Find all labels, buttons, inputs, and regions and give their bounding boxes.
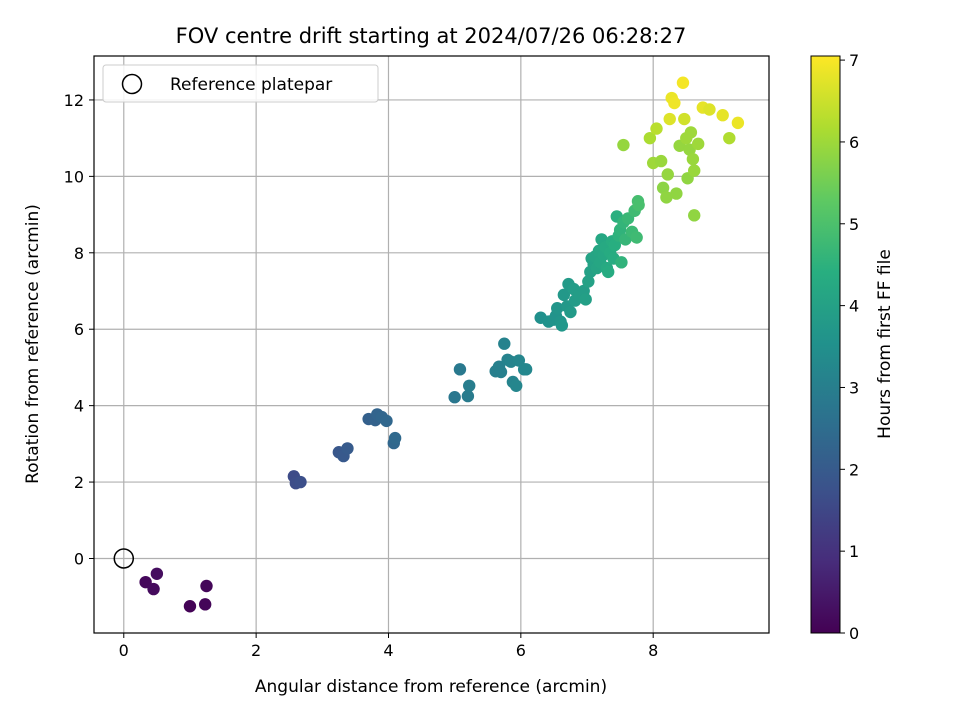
x-tick-label: 4 <box>383 641 393 660</box>
data-point <box>643 131 657 145</box>
colorbar-tick-label: 4 <box>849 297 859 316</box>
data-point <box>461 389 475 403</box>
data-point <box>147 582 160 596</box>
chart-title: FOV centre drift starting at 2024/07/26 … <box>176 24 687 48</box>
data-point <box>380 414 393 428</box>
legend: Reference platepar <box>102 64 379 103</box>
y-axis-ticks: 0 2 4 6 8 10 12 <box>64 91 94 568</box>
data-point <box>582 275 595 288</box>
data-point <box>448 391 461 404</box>
legend-entry-reference-platepar: Reference platepar <box>170 75 332 95</box>
x-axis-label: Angular distance from reference (arcmin) <box>255 677 607 697</box>
data-point <box>668 96 681 110</box>
data-point <box>654 154 668 168</box>
colorbar-tick-label: 0 <box>849 624 859 643</box>
y-tick-label: 10 <box>64 167 84 186</box>
colorbar-tick-label: 2 <box>849 460 859 479</box>
data-point <box>551 301 564 315</box>
data-point <box>688 164 701 177</box>
y-tick-label: 4 <box>74 397 84 416</box>
colorbar-label: Hours from first FF file <box>875 249 895 439</box>
data-point <box>601 265 615 279</box>
data-point <box>617 138 630 152</box>
colorbar-tick-label: 5 <box>849 215 859 234</box>
x-tick-label: 8 <box>648 641 658 660</box>
data-point <box>200 579 213 593</box>
data-point <box>555 319 569 332</box>
data-point <box>650 122 663 135</box>
plot-frame <box>93 55 770 634</box>
data-point <box>294 475 307 489</box>
x-tick-label: 2 <box>251 641 261 660</box>
x-tick-label: 0 <box>119 641 129 660</box>
data-point <box>703 103 716 116</box>
data-point <box>510 379 523 392</box>
data-point <box>632 198 645 212</box>
data-point <box>463 379 476 392</box>
legend-marker <box>121 73 143 95</box>
colorbar-tick-label: 6 <box>849 133 859 152</box>
x-axis-ticks: 0 2 4 6 8 <box>119 633 658 660</box>
colorbar-tick-label: 1 <box>849 542 859 561</box>
y-tick-label: 12 <box>64 91 84 110</box>
data-point <box>688 209 701 222</box>
data-point <box>691 137 705 151</box>
reference-platepar-marker <box>113 548 135 569</box>
data-point <box>656 181 670 195</box>
colorbar-ticks: 0 1 2 3 4 5 6 7 <box>840 51 859 643</box>
y-tick-label: 6 <box>74 320 84 339</box>
data-point <box>183 600 197 613</box>
data-point <box>731 116 745 130</box>
data-point <box>564 305 577 319</box>
x-tick-label: 6 <box>516 641 526 660</box>
data-point <box>198 598 212 611</box>
data-point <box>453 363 467 376</box>
data-point <box>670 187 683 200</box>
colorbar <box>810 55 841 634</box>
data-point <box>150 567 164 580</box>
data-point <box>716 109 729 122</box>
data-point <box>615 256 628 269</box>
data-point <box>498 337 511 350</box>
grid-lines <box>94 56 769 633</box>
data-point <box>388 431 402 445</box>
data-point <box>678 112 691 126</box>
data-point <box>663 112 676 126</box>
y-axis-label: Rotation from reference (arcmin) <box>23 204 43 484</box>
data-point <box>686 152 700 166</box>
data-point <box>341 442 354 455</box>
colorbar-tick-label: 3 <box>849 378 859 397</box>
data-point <box>684 126 698 139</box>
data-point <box>519 363 533 376</box>
data-point <box>557 288 571 302</box>
colorbar-tick-label: 7 <box>849 51 859 70</box>
data-point <box>676 76 690 89</box>
data-point <box>661 168 674 181</box>
y-tick-label: 8 <box>74 244 84 263</box>
data-point <box>723 131 736 145</box>
data-point <box>579 293 592 306</box>
legend-box <box>102 64 379 103</box>
data-point <box>608 238 622 252</box>
data-point <box>494 365 508 379</box>
data-point <box>630 231 643 244</box>
data-points <box>139 76 745 613</box>
y-tick-label: 2 <box>74 473 84 492</box>
y-tick-label: 0 <box>74 549 84 568</box>
data-point <box>660 191 673 204</box>
